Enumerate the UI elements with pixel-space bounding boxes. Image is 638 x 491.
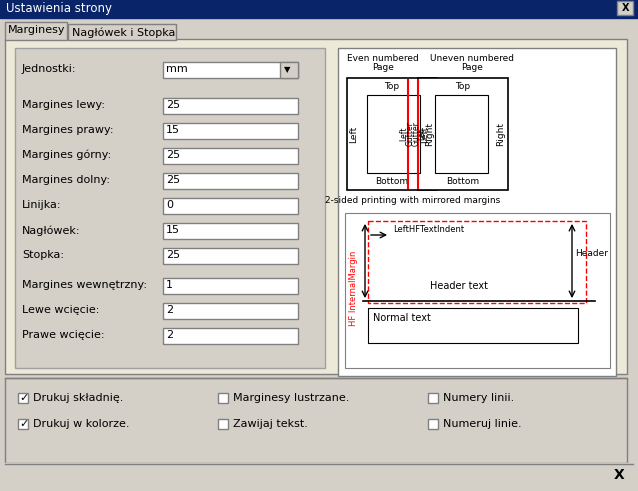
Text: Left: Left xyxy=(420,125,429,142)
Text: Marginesy lustrzane.: Marginesy lustrzane. xyxy=(233,393,350,403)
Text: 2: 2 xyxy=(166,305,173,315)
Text: Left: Left xyxy=(350,125,359,142)
Text: Header: Header xyxy=(575,248,608,257)
Text: 0: 0 xyxy=(166,200,173,210)
Bar xyxy=(163,223,298,239)
Bar xyxy=(163,303,298,319)
Text: Drukuj w kolorze.: Drukuj w kolorze. xyxy=(33,419,130,429)
Bar xyxy=(163,173,298,189)
Bar xyxy=(68,24,176,40)
Bar xyxy=(163,248,298,264)
Bar xyxy=(18,419,28,429)
Bar xyxy=(18,393,28,403)
Text: X: X xyxy=(622,3,630,13)
Bar xyxy=(163,123,298,139)
Text: Jednostki:: Jednostki: xyxy=(22,64,77,74)
Text: Stopka:: Stopka: xyxy=(22,250,64,260)
Text: Margines dolny:: Margines dolny: xyxy=(22,175,110,185)
Text: Let: Let xyxy=(417,128,426,140)
Bar xyxy=(5,22,67,40)
Bar xyxy=(428,419,438,429)
Text: Normal text: Normal text xyxy=(373,313,431,323)
Bar xyxy=(163,198,298,214)
Bar xyxy=(428,393,438,403)
Text: LeftHFTextIndent: LeftHFTextIndent xyxy=(393,225,464,234)
Text: Nagłówek i Stopka: Nagłówek i Stopka xyxy=(72,27,175,37)
Text: 25: 25 xyxy=(166,250,180,260)
Text: Ustawienia strony: Ustawienia strony xyxy=(6,2,112,15)
Text: Bottom: Bottom xyxy=(375,177,408,186)
Text: 1: 1 xyxy=(166,280,173,290)
Text: Margines górny:: Margines górny: xyxy=(22,150,111,161)
Text: 15: 15 xyxy=(166,125,180,135)
Bar xyxy=(5,378,627,463)
Bar xyxy=(163,62,298,78)
Bar xyxy=(218,393,228,403)
Text: Top: Top xyxy=(456,82,471,91)
Text: Margines lewy:: Margines lewy: xyxy=(22,100,105,110)
Text: Right: Right xyxy=(496,122,505,146)
Text: 25: 25 xyxy=(166,175,180,185)
Text: Numeruj linie.: Numeruj linie. xyxy=(443,419,522,429)
Text: Prawe wcięcie:: Prawe wcięcie: xyxy=(22,330,105,340)
Bar xyxy=(0,463,638,491)
Bar xyxy=(368,221,586,303)
Text: Gutter: Gutter xyxy=(412,122,420,146)
Text: Header text: Header text xyxy=(430,281,488,291)
Text: Even numbered: Even numbered xyxy=(347,54,419,63)
Bar xyxy=(617,1,633,15)
Bar xyxy=(218,419,228,429)
Text: Bottom: Bottom xyxy=(447,177,480,186)
Bar xyxy=(5,39,627,374)
Bar xyxy=(163,328,298,344)
Text: Gutter: Gutter xyxy=(406,122,415,146)
Text: Left: Left xyxy=(399,127,408,141)
Bar xyxy=(163,98,298,114)
Bar xyxy=(367,95,420,173)
Text: 15: 15 xyxy=(166,225,180,235)
Text: Marginesy: Marginesy xyxy=(8,25,66,35)
Text: Lewe wcięcie:: Lewe wcięcie: xyxy=(22,305,100,315)
Bar xyxy=(368,308,578,343)
Text: Numery linii.: Numery linii. xyxy=(443,393,514,403)
Bar xyxy=(15,48,325,368)
Bar xyxy=(347,78,437,190)
Text: Right: Right xyxy=(426,122,434,146)
Text: Page: Page xyxy=(461,63,483,72)
Text: Linijka:: Linijka: xyxy=(22,200,61,210)
Text: 25: 25 xyxy=(166,150,180,160)
Text: Margines prawy:: Margines prawy: xyxy=(22,125,114,135)
Bar xyxy=(338,48,616,376)
Bar xyxy=(435,95,488,173)
Bar xyxy=(163,148,298,164)
Text: ▼: ▼ xyxy=(284,65,290,74)
Bar xyxy=(280,62,298,78)
Text: X: X xyxy=(614,468,625,482)
Text: Zawijaj tekst.: Zawijaj tekst. xyxy=(233,419,308,429)
Text: 25: 25 xyxy=(166,100,180,110)
Text: Nagłówek:: Nagłówek: xyxy=(22,225,80,236)
Text: Page: Page xyxy=(372,63,394,72)
Bar xyxy=(345,213,610,368)
Text: Uneven numbered: Uneven numbered xyxy=(430,54,514,63)
Text: 2: 2 xyxy=(166,330,173,340)
Bar xyxy=(418,78,508,190)
Text: Top: Top xyxy=(385,82,399,91)
Text: Margines wewnętrzny:: Margines wewnętrzny: xyxy=(22,280,147,290)
Bar xyxy=(0,0,638,18)
Text: Drukuj składnię.: Drukuj składnię. xyxy=(33,393,123,403)
Text: ✓: ✓ xyxy=(19,419,28,429)
Text: HF InternalMargin: HF InternalMargin xyxy=(348,250,357,326)
Text: mm: mm xyxy=(166,64,188,74)
Text: ✓: ✓ xyxy=(19,393,28,403)
Bar xyxy=(163,278,298,294)
Text: 2-sided printing with mirrored margins: 2-sided printing with mirrored margins xyxy=(325,196,501,205)
